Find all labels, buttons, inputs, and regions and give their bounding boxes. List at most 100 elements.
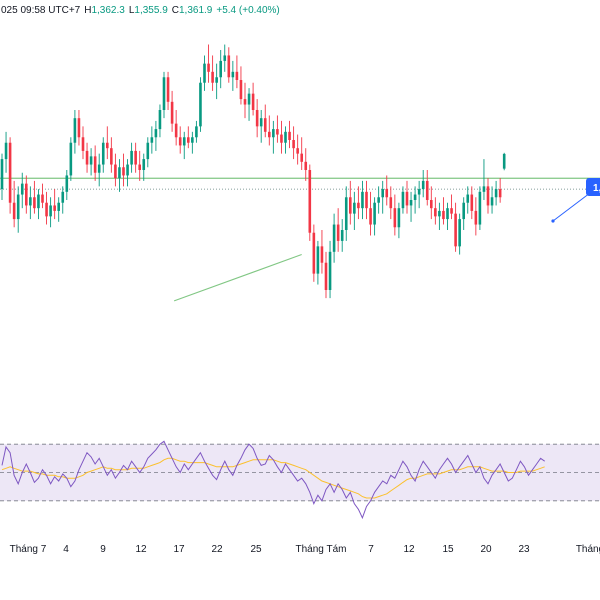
candle-body (49, 205, 52, 217)
candle-17 (69, 137, 73, 181)
candle-body (182, 137, 186, 146)
candle-body (259, 118, 263, 127)
candle-body (130, 150, 133, 165)
candle-body (280, 134, 283, 143)
candle-18 (73, 110, 77, 154)
candle-59 (239, 66, 243, 105)
candle-5 (20, 172, 24, 209)
x-tick-label: 9 (100, 544, 106, 555)
candle-body (251, 93, 255, 110)
legend-close-value: 1,361.9 (179, 4, 213, 16)
candle-body (0, 159, 4, 190)
time-axis[interactable]: Tháng 7 4 9 12 17 22 25 Tháng Tám 7 12 15 20 23 Tháng (10, 544, 600, 555)
candle-body (365, 191, 368, 209)
candle-body (276, 129, 279, 135)
candle-110 (446, 202, 449, 230)
candle-body (4, 142, 8, 160)
candle-55 (223, 44, 227, 72)
candle-3 (12, 180, 16, 228)
candle-10 (41, 183, 44, 209)
candle-101 (409, 191, 413, 222)
candle-body (296, 148, 299, 154)
candle-body (20, 183, 24, 195)
x-tick-label: 23 (518, 544, 530, 555)
candle-body (357, 202, 360, 209)
candle-122 (494, 180, 498, 206)
candle-body (195, 126, 198, 138)
candle-94 (381, 180, 384, 214)
candle-body (284, 131, 287, 143)
candle-body (434, 208, 437, 217)
candle-74 (300, 137, 303, 170)
candle-body (37, 194, 40, 209)
rsi-line (1, 440, 545, 520)
candle-60 (243, 82, 247, 119)
candle-68 (276, 115, 279, 143)
candle-102 (413, 186, 417, 214)
candle-body (223, 55, 227, 61)
candle-51 (207, 44, 210, 83)
legend-close-label: C (171, 4, 179, 16)
candle-body (178, 137, 182, 146)
candle-body (122, 167, 125, 176)
x-tick-label: 12 (135, 544, 147, 555)
callout-arrow (552, 192, 591, 222)
candle-2 (8, 137, 12, 214)
candle-86 (349, 180, 352, 225)
candle-76 (308, 164, 312, 241)
candle-26 (106, 126, 109, 160)
candle-body (288, 131, 291, 140)
candle-body (227, 55, 231, 78)
candle-body (110, 148, 113, 165)
candle-79 (320, 230, 324, 274)
candle-27 (110, 137, 113, 173)
candle-body (470, 194, 474, 211)
candle-body (146, 142, 150, 160)
candle-body (8, 142, 12, 203)
candle-body (454, 213, 457, 247)
price-pane[interactable] (0, 44, 600, 302)
candle-body (93, 156, 97, 173)
candle-115 (466, 186, 470, 214)
candle-84 (340, 219, 344, 252)
candle-93 (377, 186, 380, 214)
candle-body (328, 251, 332, 290)
candle-body (45, 202, 48, 217)
candle-107 (434, 197, 437, 225)
candle-body (239, 80, 243, 100)
candle-body (142, 159, 146, 170)
candle-67 (272, 120, 275, 154)
candle-body (502, 153, 506, 169)
candle-57 (231, 60, 235, 91)
candle-16 (65, 170, 69, 200)
candle-body (263, 118, 267, 132)
candle-body (81, 137, 85, 151)
candle-body (215, 77, 218, 83)
candle-89 (361, 180, 364, 220)
candle-118 (478, 186, 482, 230)
candle-body (344, 197, 348, 230)
candle-body (308, 170, 312, 233)
candle-body (397, 208, 401, 228)
candle-88 (357, 186, 360, 220)
candle-body (53, 205, 56, 211)
candle-111 (450, 194, 453, 220)
candle-body (191, 137, 194, 143)
candle-body (442, 210, 445, 220)
candle-body (474, 210, 478, 225)
rsi-pane[interactable] (0, 440, 600, 520)
price-callout[interactable]: 1, (551, 178, 600, 223)
candle-body (219, 60, 222, 78)
candle-body (421, 180, 425, 190)
candle-20 (81, 126, 85, 160)
candle-body (482, 186, 486, 192)
candle-body (324, 262, 328, 290)
candle-6 (25, 175, 28, 214)
candle-body (413, 194, 417, 200)
candle-44 (178, 126, 182, 154)
candle-32 (130, 142, 133, 173)
candle-38 (154, 120, 158, 151)
candle-123 (498, 178, 502, 203)
candle-28 (114, 153, 117, 187)
